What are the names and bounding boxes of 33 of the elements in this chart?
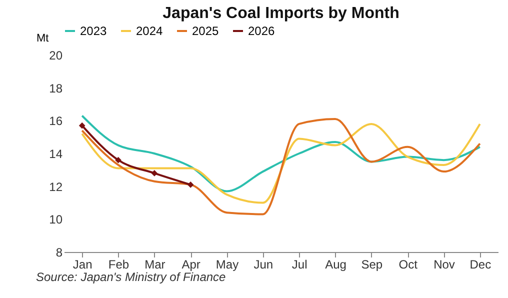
point [151, 170, 158, 176]
line-series [81, 122, 481, 204]
x-tick-label: Sep [361, 258, 383, 272]
legend-label: 2026 [248, 24, 276, 38]
y-tick-label: 20 [49, 48, 63, 62]
point [187, 182, 194, 188]
y-tick-label: 14 [49, 147, 63, 161]
y-tick-label: 10 [49, 212, 63, 227]
x-tick-label: Dec [470, 258, 492, 272]
x-tick-label: Apr [182, 258, 200, 272]
y-tick-label: 8 [56, 246, 63, 260]
line-series [81, 114, 481, 192]
y-tick-label: 16 [49, 114, 63, 128]
x-tick-label: Jan [72, 258, 92, 272]
x-tick-label: Jun [254, 258, 274, 272]
legend-label: 2025 [192, 24, 220, 38]
x-tick-label: May [216, 258, 239, 272]
y-tick-label: 12 [49, 180, 63, 194]
source-note: Source: Japan's Ministry of Finance [36, 270, 226, 284]
chart-title: Japan's Coal Imports by Month [162, 5, 400, 22]
point [115, 156, 122, 164]
legend-label: 2024 [136, 24, 164, 38]
point [78, 122, 86, 129]
line-series [81, 118, 481, 216]
y-axis-title: Mt [36, 32, 49, 44]
x-tick-label: Mar [144, 258, 166, 272]
x-tick-label: Jul [292, 258, 308, 272]
x-tick-label: Oct [398, 258, 418, 272]
x-tick-label: Nov [434, 258, 455, 272]
x-tick-label: Aug [325, 258, 346, 272]
x-tick-label: Feb [108, 258, 130, 272]
y-tick-label: 18 [49, 81, 63, 96]
legend-label: 2023 [80, 24, 108, 38]
